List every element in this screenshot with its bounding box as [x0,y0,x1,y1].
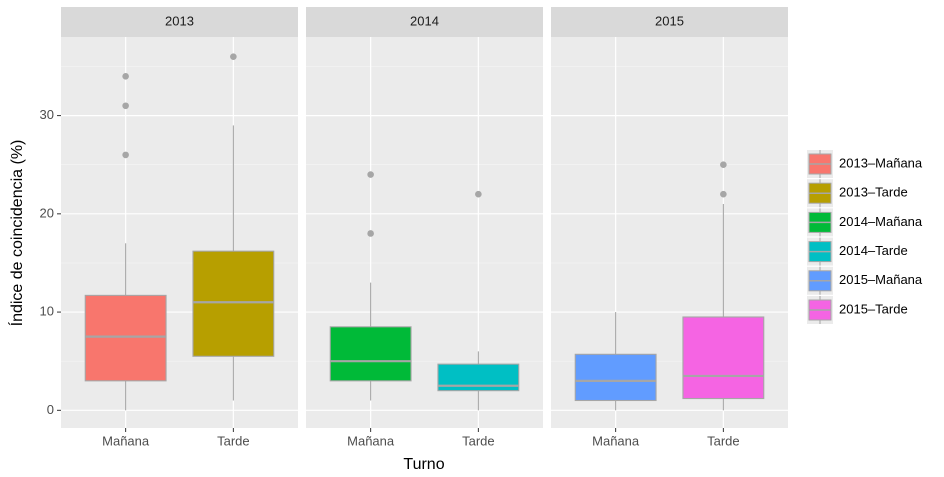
box [84,294,167,382]
x-tick-label: Mañana [347,433,395,448]
legend-label: 2014–Tarde [839,243,908,258]
legend-label: 2014–Mañana [839,214,923,229]
outlier [367,230,374,237]
y-axis-label: Índice de coincidencia (%) [7,140,26,327]
strip [306,7,543,37]
outlier [122,72,129,80]
box [574,353,657,402]
facet-title: 2014 [410,13,439,28]
x-axis-label: Turno [403,456,444,473]
y-tick-label: 20 [40,205,54,220]
box [682,316,765,400]
y-tick-label: 30 [40,107,54,122]
strip [551,7,788,37]
strip [61,7,298,37]
outlier [367,171,374,178]
outlier [720,190,727,198]
y-tick-label: 10 [40,304,54,319]
x-tick-label: Tarde [217,433,250,448]
x-tick-label: Mañana [592,433,640,448]
outlier [230,53,237,60]
legend-label: 2013–Tarde [839,185,908,200]
legend-label: 2015–Mañana [839,272,923,287]
y-tick-label: 0 [47,402,54,417]
x-tick-label: Tarde [707,433,740,448]
outlier [475,190,482,198]
box [329,326,412,382]
box [192,250,275,357]
legend-label: 2013–Mañana [839,155,923,170]
outlier [122,151,129,159]
outlier [720,161,727,169]
legend-label: 2015–Tarde [839,301,908,316]
outlier [122,102,129,110]
facet-title: 2015 [655,13,684,28]
x-tick-label: Tarde [462,433,495,448]
facet-title: 2013 [165,13,194,28]
x-tick-label: Mañana [102,433,150,448]
